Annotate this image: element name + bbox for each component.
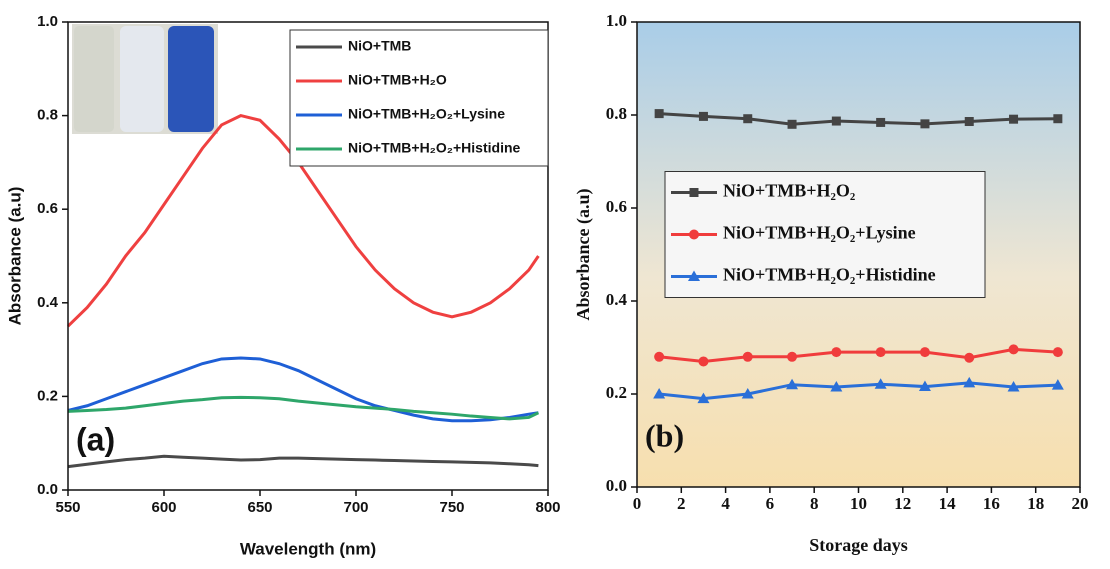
marker <box>831 347 842 358</box>
x-tick-label: 16 <box>983 494 1000 513</box>
panel-label: (a) <box>76 421 115 457</box>
legend-label: NiO+TMB+H₂O₂+Lysine <box>348 106 505 122</box>
marker <box>689 229 699 240</box>
marker <box>1007 381 1020 392</box>
panel-a: 550 600 650 700 750 800 0.0 0.2 0.4 0.6 0.8 1.0 Wave… <box>5 13 560 559</box>
y-tick-label: 0.2 <box>606 383 627 402</box>
marker <box>697 392 710 404</box>
data-line <box>658 381 1058 401</box>
legend-label: NiO+TMB <box>348 38 411 54</box>
y-axis-label: Absorbance (a.u) <box>5 187 24 326</box>
x-axis-label: Storage days <box>809 535 908 555</box>
marker <box>1053 114 1063 124</box>
legend-box <box>664 171 986 298</box>
y-tick-label: 0.6 <box>37 200 58 217</box>
panel-b: 0 2 4 6 8 10 12 14 16 18 20 0.0 0.2 0.4 0.6 0.8 1.0 Stora… <box>573 11 1088 555</box>
y-tick-label: 0.0 <box>606 476 627 495</box>
x-tick-label: 800 <box>535 499 560 516</box>
x-tick-label: 10 <box>850 494 867 513</box>
data-line <box>67 356 539 423</box>
plot-frame <box>67 21 549 491</box>
marker <box>787 119 797 129</box>
x-tick-label: 20 <box>1072 494 1089 513</box>
marker <box>920 119 930 129</box>
x-tick-label: 14 <box>939 494 957 513</box>
y-tick-label: 0.8 <box>606 104 627 123</box>
data-line <box>67 395 540 421</box>
marker <box>874 378 887 389</box>
vial-photo <box>72 24 218 134</box>
marker <box>743 114 753 124</box>
marker <box>1052 347 1063 358</box>
x-tick-label: 6 <box>766 494 775 513</box>
marker <box>964 352 975 363</box>
marker <box>876 117 886 127</box>
y-tick-label: 0.4 <box>37 294 59 311</box>
x-tick-label: 600 <box>151 499 176 516</box>
marker <box>698 111 708 121</box>
marker <box>831 116 841 126</box>
y-tick-label: 1.0 <box>37 13 58 30</box>
marker <box>1051 379 1064 390</box>
data-line <box>66 114 540 328</box>
x-tick-label: 750 <box>439 499 464 516</box>
legend-label: NiO+TMB+H₂O₂ <box>723 181 855 201</box>
x-tick-label: 2 <box>677 494 686 513</box>
y-tick-label: 0.0 <box>37 481 58 498</box>
y-tick-label: 0.6 <box>606 197 627 216</box>
marker <box>654 109 664 119</box>
legend-label: NiO+TMB+H₂O₂+Histidine <box>723 265 936 285</box>
marker <box>786 378 799 390</box>
x-tick-label: 0 <box>633 494 642 513</box>
marker <box>1009 114 1019 124</box>
marker <box>654 351 665 362</box>
y-tick-label: 0.4 <box>606 290 628 309</box>
legend-label: NiO+TMB+H₂O₂+Lysine <box>723 223 916 243</box>
marker <box>688 270 700 281</box>
marker <box>689 188 699 197</box>
marker <box>742 351 753 362</box>
marker <box>919 347 930 358</box>
marker <box>830 381 843 392</box>
marker <box>875 347 886 358</box>
x-tick-label: 650 <box>247 499 272 516</box>
x-tick-label: 4 <box>721 494 730 513</box>
x-tick-label: 18 <box>1027 494 1044 513</box>
marker <box>918 380 931 392</box>
marker <box>1008 344 1019 355</box>
x-tick-label: 550 <box>55 499 80 516</box>
marker <box>964 117 974 127</box>
x-tick-label: 8 <box>810 494 819 513</box>
marker <box>787 351 798 362</box>
legend-label: NiO+TMB+H₂O <box>348 72 447 88</box>
x-tick-label: 12 <box>894 494 911 513</box>
marker <box>653 388 666 399</box>
y-tick-label: 0.8 <box>37 107 58 124</box>
marker <box>741 388 754 399</box>
y-tick-label: 0.2 <box>37 387 58 404</box>
data-line <box>658 347 1058 363</box>
y-tick-label: 1.0 <box>606 11 627 30</box>
marker <box>963 376 976 388</box>
legend-label: NiO+TMB+H₂O₂+Histidine <box>348 140 521 156</box>
x-tick-label: 700 <box>343 499 368 516</box>
data-line <box>67 454 539 469</box>
x-axis-label: Wavelength (nm) <box>240 539 376 558</box>
legend-box <box>289 29 549 167</box>
data-line <box>659 112 1058 126</box>
marker <box>698 356 709 367</box>
panel-label: (b) <box>645 417 684 453</box>
y-axis-label: Absorbance (a.u) <box>573 188 594 320</box>
